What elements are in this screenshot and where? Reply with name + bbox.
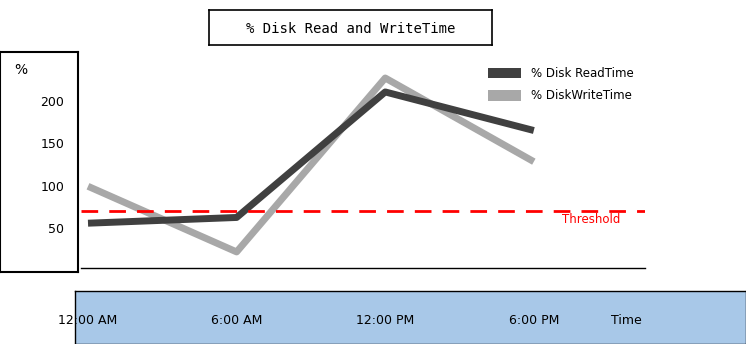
Text: %: % [14,63,27,77]
Legend: % Disk ReadTime, % DiskWriteTime: % Disk ReadTime, % DiskWriteTime [483,61,639,108]
Text: 200: 200 [40,96,64,109]
Text: % Disk Read and WriteTime: % Disk Read and WriteTime [246,22,455,36]
Text: 12:00 AM: 12:00 AM [58,313,118,326]
Text: 50: 50 [48,223,64,236]
Text: Threshold: Threshold [562,213,620,226]
Text: 6:00 AM: 6:00 AM [211,313,263,326]
Text: 12:00 PM: 12:00 PM [356,313,414,326]
Text: 6:00 PM: 6:00 PM [509,313,559,326]
Text: 150: 150 [40,138,64,151]
Text: 100: 100 [40,181,64,194]
Text: Time: Time [610,313,642,326]
